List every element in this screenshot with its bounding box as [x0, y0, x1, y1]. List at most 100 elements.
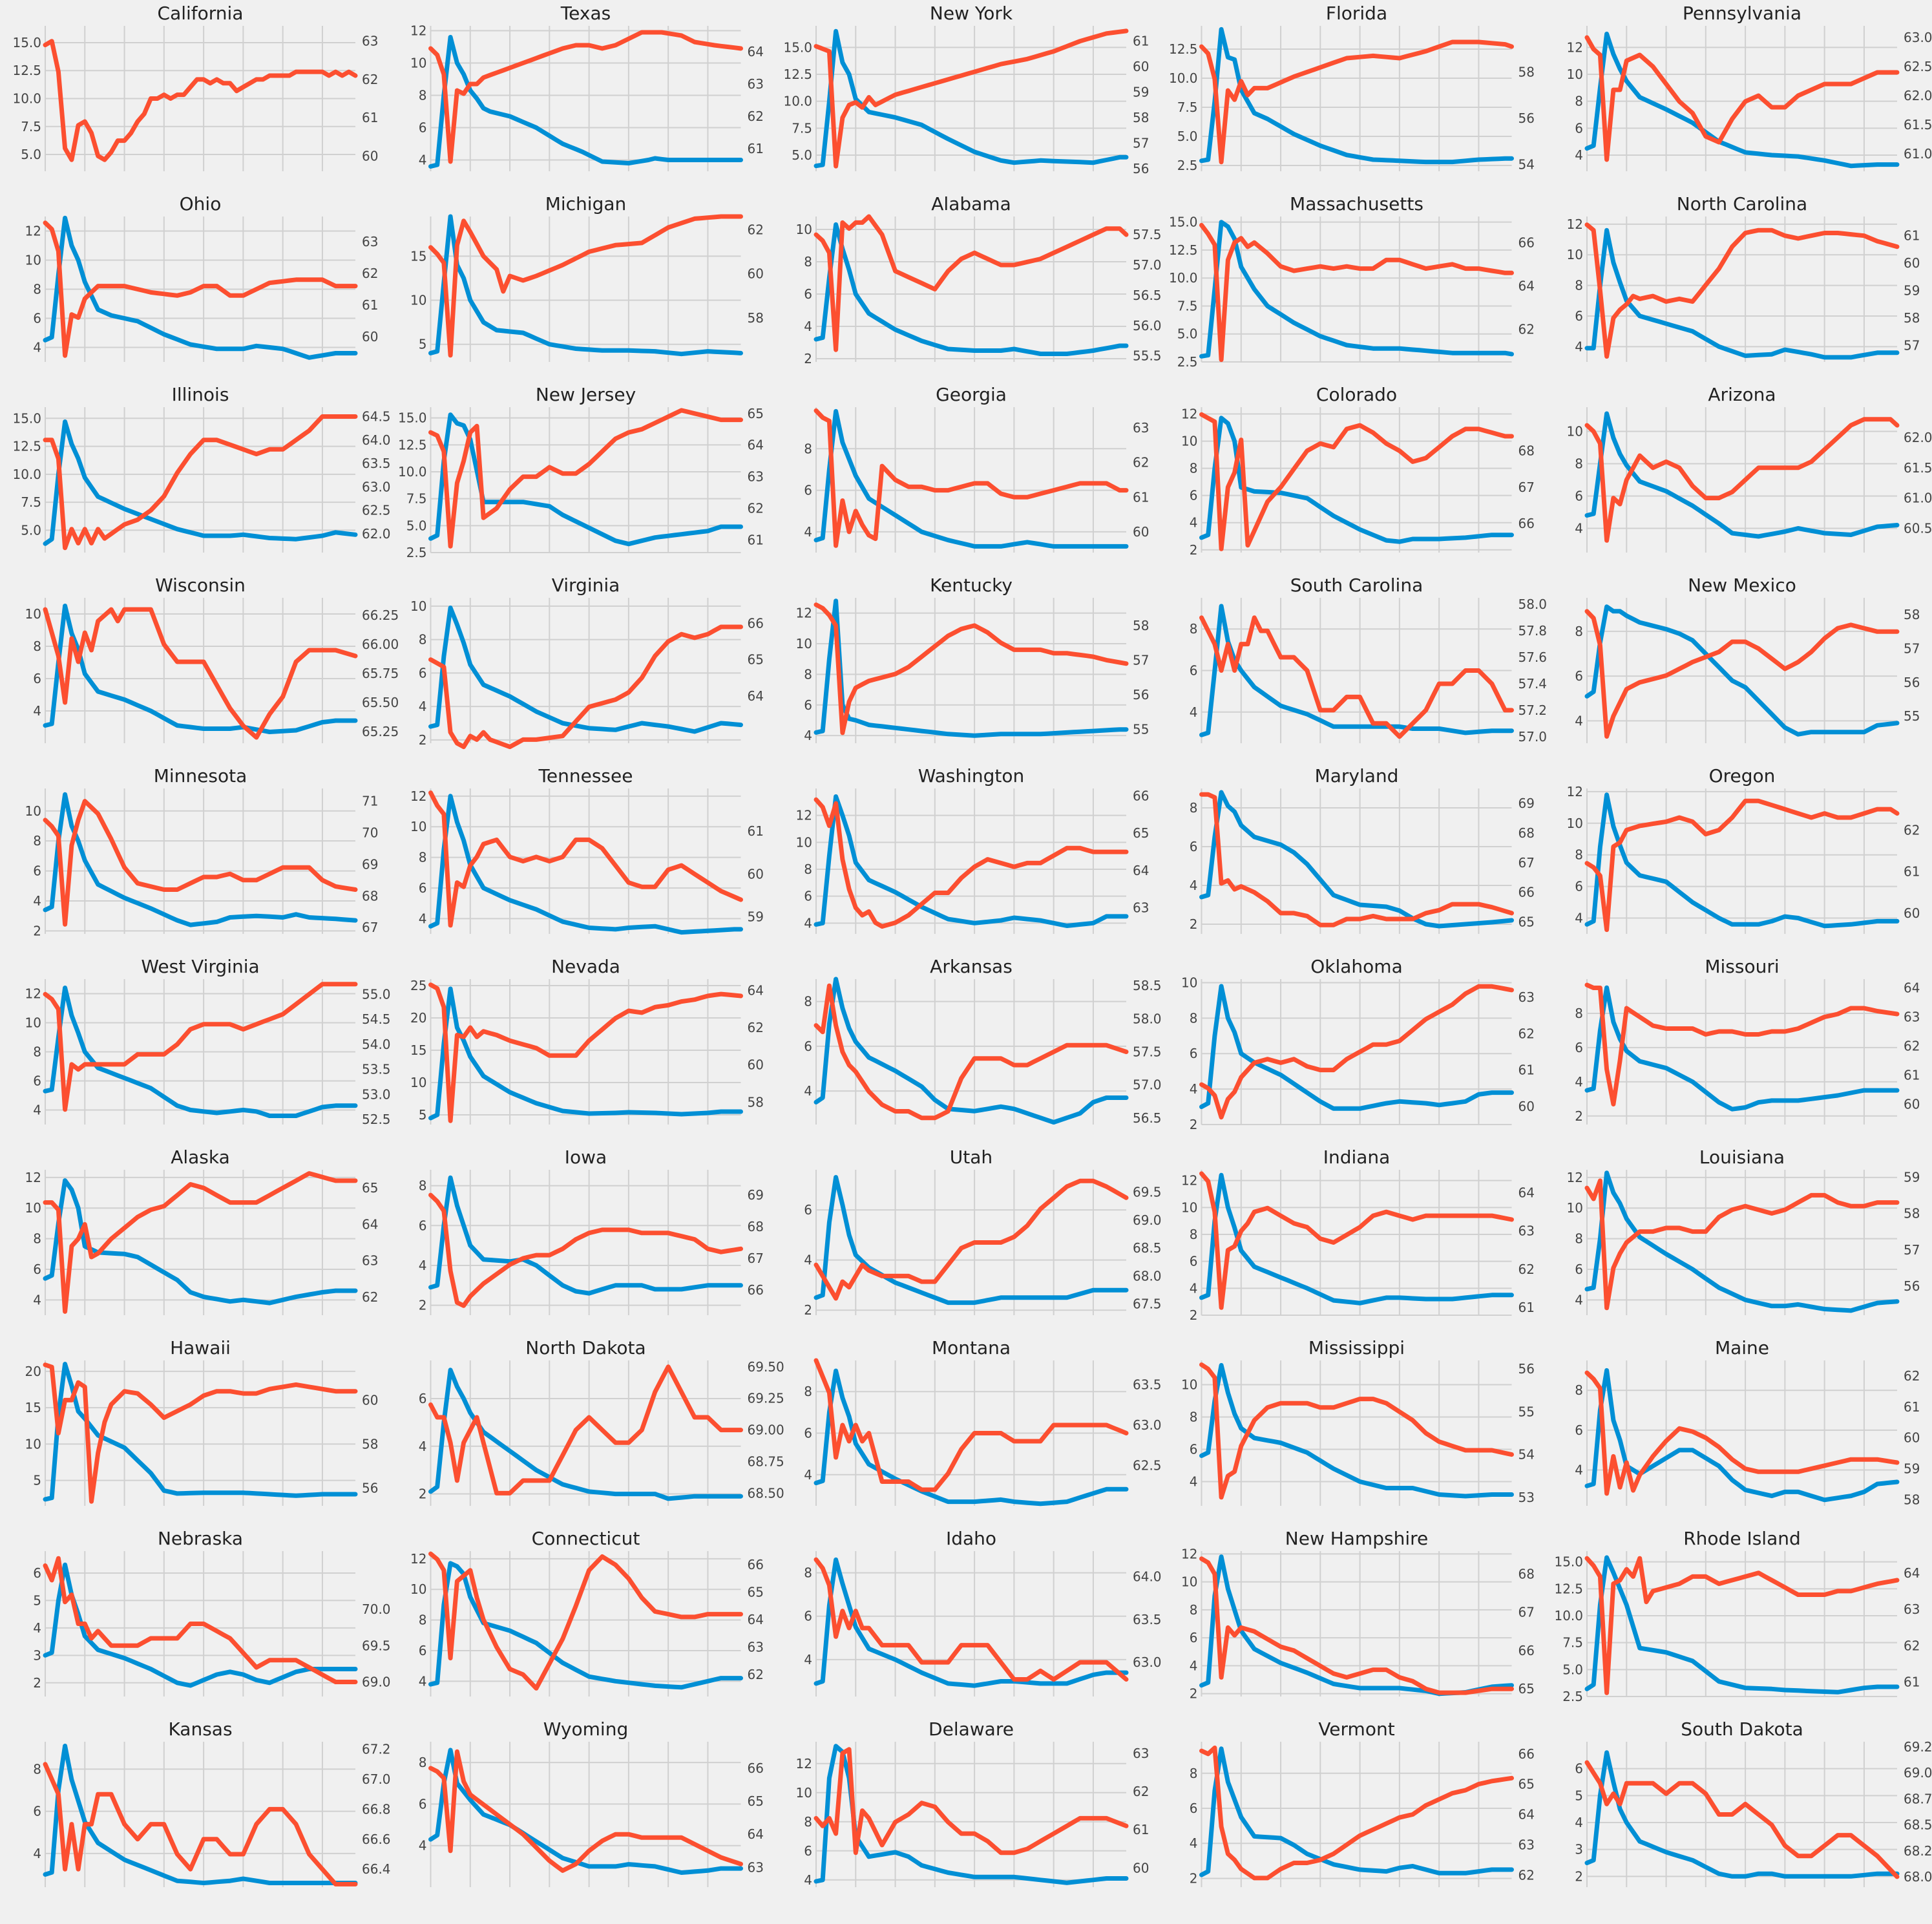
right-tick-label: 66.4 — [362, 1861, 391, 1877]
right-tick-label: 67 — [1518, 1605, 1535, 1620]
left-tick-label: 4 — [419, 699, 427, 714]
state-panel: Illinois 5.0 7.5 10.0 12.5 15.0 62.0 62.5 63.0 63… — [12, 384, 391, 553]
left-tick-label: 4 — [1575, 911, 1583, 926]
state-panel: Indiana 2 4 6 8 10 12 61 62 63 64 — [1181, 1147, 1535, 1323]
left-tick-label: 12 — [25, 1170, 41, 1185]
right-tick-label: 61 — [362, 110, 378, 125]
left-tick-label: 6 — [419, 1796, 427, 1812]
panel-title: Florida — [1326, 3, 1387, 24]
right-tick-label: 56 — [1133, 687, 1149, 703]
right-tick-label: 58 — [1904, 310, 1920, 326]
left-tick-label: 12.5 — [12, 63, 41, 78]
left-tick-label: 5 — [33, 1592, 41, 1608]
right-tick-label: 56 — [1518, 111, 1535, 126]
left-tick-label: 6 — [419, 1218, 427, 1233]
left-tick-label: 12.5 — [1169, 41, 1198, 57]
left-tick-label: 8 — [804, 441, 812, 456]
left-tick-label: 8 — [1575, 1006, 1583, 1021]
series-line-left-axis — [814, 1557, 1129, 1688]
right-tick-label: 62 — [748, 1020, 764, 1035]
left-tick-label: 6 — [804, 483, 812, 498]
panel-title: Maine — [1715, 1337, 1769, 1358]
right-tick-label: 62 — [748, 109, 764, 124]
series-line-left-axis — [43, 792, 358, 927]
left-tick-label: 15.0 — [1554, 1554, 1583, 1570]
left-tick-label: 6 — [1190, 1442, 1198, 1457]
series-line-left-axis — [1584, 32, 1900, 169]
series-line-left-axis — [43, 1562, 358, 1688]
left-tick-label: 2 — [419, 732, 427, 748]
series-line-left-axis — [428, 35, 743, 169]
right-tick-label: 62 — [362, 72, 378, 87]
series-line-right-axis — [814, 1358, 1129, 1492]
left-tick-label: 12.5 — [12, 439, 41, 454]
right-tick-label: 55 — [1518, 1404, 1535, 1419]
left-tick-label: 8 — [1190, 1227, 1198, 1242]
series-line-right-axis — [1584, 609, 1900, 739]
left-tick-label: 25 — [410, 978, 426, 993]
state-panel: South Dakota 2 3 4 5 6 68.00 68.25 68.50 68.75 69.… — [1575, 1718, 1932, 1887]
panel-title: Tennessee — [538, 765, 633, 787]
right-tick-label: 63 — [362, 234, 378, 249]
left-tick-label: 12 — [1567, 39, 1583, 55]
left-tick-label: 12 — [1181, 407, 1197, 422]
series-line-right-axis — [43, 1171, 358, 1314]
right-tick-label: 62 — [1518, 1867, 1535, 1883]
left-tick-label: 10 — [1567, 424, 1583, 439]
left-tick-label: 7.5 — [21, 119, 41, 134]
left-tick-label: 6 — [1575, 489, 1583, 504]
left-tick-label: 4 — [1575, 1292, 1583, 1307]
left-tick-label: 6 — [33, 1804, 41, 1819]
left-tick-label: 4 — [419, 911, 427, 926]
series-line-right-axis — [1584, 1760, 1900, 1879]
left-tick-label: 6 — [1190, 1254, 1198, 1269]
left-tick-label: 10 — [25, 253, 41, 268]
right-tick-label: 57.0 — [1518, 729, 1548, 745]
right-tick-label: 64 — [748, 982, 764, 998]
series-line-left-axis — [814, 1744, 1129, 1885]
left-tick-label: 12 — [25, 986, 41, 1002]
right-tick-label: 62 — [1133, 1784, 1149, 1799]
series-line-right-axis — [1584, 1556, 1900, 1695]
left-tick-label: 15 — [410, 248, 426, 264]
left-tick-label: 7.5 — [1177, 298, 1198, 313]
left-tick-label: 2 — [1190, 1686, 1198, 1702]
left-tick-label: 4 — [419, 1673, 427, 1689]
right-tick-label: 69.5 — [362, 1638, 391, 1653]
right-tick-label: 61 — [1133, 34, 1149, 49]
right-tick-label: 57 — [1133, 136, 1149, 151]
left-tick-label: 5.0 — [1177, 129, 1198, 144]
right-tick-label: 53.5 — [362, 1062, 391, 1077]
right-tick-label: 63 — [1133, 420, 1149, 436]
left-tick-label: 6 — [804, 1609, 812, 1624]
left-tick-label: 10 — [1567, 67, 1583, 82]
right-tick-label: 60 — [748, 1057, 764, 1073]
series-line-right-axis — [43, 39, 358, 162]
right-tick-label: 61 — [748, 141, 764, 156]
left-tick-label: 6 — [33, 1262, 41, 1277]
panel-title: New Hampshire — [1285, 1528, 1428, 1549]
left-tick-label: 10 — [410, 293, 426, 308]
left-tick-label: 6 — [1575, 1422, 1583, 1438]
state-panel: Alaska 4 6 8 10 12 62 63 64 65 — [25, 1147, 378, 1315]
right-tick-label: 67.5 — [1133, 1296, 1162, 1312]
state-panel: Ohio 4 6 8 10 12 60 61 62 63 — [25, 193, 378, 362]
left-tick-label: 10 — [1181, 975, 1197, 990]
left-tick-label: 10 — [25, 606, 41, 622]
right-tick-label: 64 — [1518, 278, 1535, 293]
left-tick-label: 10 — [25, 1015, 41, 1031]
left-tick-label: 8 — [804, 862, 812, 877]
series-line-right-axis — [428, 624, 743, 750]
right-tick-label: 60.5 — [1904, 521, 1932, 536]
series-line-right-axis — [428, 408, 743, 549]
right-tick-label: 64 — [1518, 1185, 1535, 1201]
right-tick-label: 66 — [1518, 1746, 1535, 1762]
right-tick-label: 56 — [1904, 675, 1920, 690]
left-tick-label: 5 — [33, 1473, 41, 1488]
state-panel: Georgia 4 6 8 60 61 62 63 — [804, 384, 1149, 553]
series-line-left-axis — [1584, 1750, 1900, 1879]
right-tick-label: 58 — [1904, 1492, 1920, 1507]
left-tick-label: 6 — [1190, 1046, 1198, 1061]
left-tick-label: 12 — [25, 224, 41, 239]
